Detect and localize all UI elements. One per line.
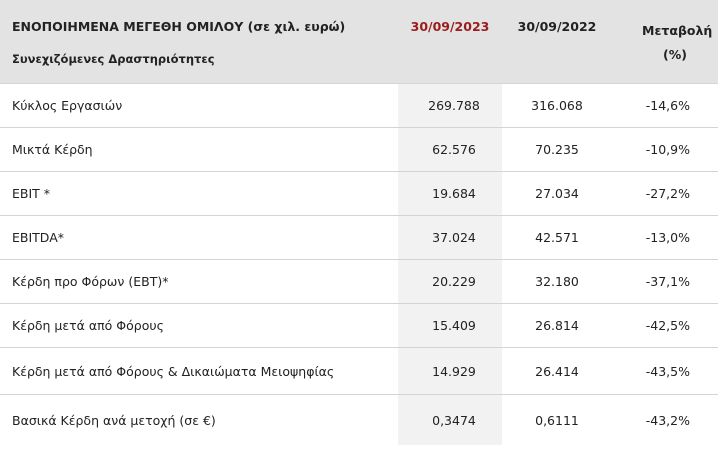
table-row: EBIT * 19.684 27.034 -27,2% [0, 171, 718, 216]
table-row: Κέρδη μετά από Φόρους & Δικαιώματα Μειοψ… [0, 347, 718, 395]
change: -27,2% [612, 171, 718, 216]
row-label: Κέρδη μετά από Φόρους & Δικαιώματα Μειοψ… [0, 347, 398, 395]
value-2023: 15.409 [398, 303, 502, 348]
value-2022: 32.180 [502, 259, 612, 304]
value-2022: 70.235 [502, 127, 612, 172]
header-cell: ΕΝΟΠΟΙΗΜΕΝΑ ΜΕΓΕΘΗ ΟΜΙΛΟΥ (σε χιλ. ευρώ)… [0, 0, 398, 84]
value-2023: 62.576 [398, 127, 502, 172]
change: -43,2% [645, 412, 690, 428]
header-cell: 30/09/2023 [398, 0, 502, 84]
table-row: Βασικά Κέρδη ανά μετοχή (σε €) 0,3474 0,61… [0, 394, 718, 445]
change: -37,1% [612, 259, 718, 304]
change: -13,0% [612, 215, 718, 260]
table-subtitle: Συνεχιζόμενες Δραστηριότητες [12, 52, 215, 66]
column-header: Μεταβολή (%) [642, 23, 713, 62]
column-header: 30/09/2023 [410, 19, 490, 34]
table-row: Μικτά Κέρδη 62.576 70.235 -10,9% [0, 127, 718, 172]
row-label: EBIT * [0, 171, 398, 216]
header-row: ΕΝΟΠΟΙΗΜΕΝΑ ΜΕΓΕΘΗ ΟΜΙΛΟΥ (σε χιλ. ευρώ)… [0, 0, 718, 84]
value-2023: 20.229 [398, 259, 502, 304]
row-label: Κέρδη μετά από Φόρους [0, 303, 398, 348]
row-label: Κέρδη προ Φόρων (EBT)* [0, 259, 398, 304]
row-label: Μικτά Κέρδη [0, 127, 398, 172]
row-label: EBITDA* [0, 215, 398, 260]
value-2022: 316.068 [502, 83, 612, 128]
table-row: Κέρδη μετά από Φόρους 15.409 26.814 -42,5% [0, 303, 718, 348]
header-cell: Μεταβολή (%) [612, 0, 718, 84]
value-2023: 37.024 [398, 215, 502, 260]
value-2022: 27.034 [502, 171, 612, 216]
table-header: ΕΝΟΠΟΙΗΜΕΝΑ ΜΕΓΕΘΗ ΟΜΙΛΟΥ (σε χιλ. ευρώ)… [0, 0, 718, 84]
column-header: 30/09/2022 [517, 19, 597, 34]
table-row: Κέρδη προ Φόρων (EBT)* 20.229 32.180 -37,1% [0, 259, 718, 304]
value-2023: 0,3474 [398, 394, 502, 445]
row-label: Βασικά Κέρδη ανά μετοχή (σε €) [12, 412, 216, 428]
change: -42,5% [612, 303, 718, 348]
header-cell: 30/09/2022 [502, 0, 612, 84]
change: -43,5% [612, 347, 718, 395]
change: -14,6% [612, 83, 718, 128]
value-2023: 269.788 [398, 83, 502, 128]
row-label: Κύκλος Εργασιών [0, 83, 398, 128]
value-2023: 19.684 [398, 171, 502, 216]
change: -10,9% [612, 127, 718, 172]
table-title: ΕΝΟΠΟΙΗΜΕΝΑ ΜΕΓΕΘΗ ΟΜΙΛΟΥ (σε χιλ. ευρώ) [12, 19, 346, 34]
value-2022: 42.571 [502, 215, 612, 260]
value-2022: 26.814 [502, 303, 612, 348]
value-2022: 26.414 [502, 347, 612, 395]
table-row: EBITDA* 37.024 42.571 -13,0% [0, 215, 718, 260]
table-row: Κύκλος Εργασιών 269.788 316.068 -14,6% [0, 83, 718, 128]
value-2022: 0,6111 [535, 412, 579, 428]
table-body: Κύκλος Εργασιών 269.788 316.068 -14,6% Μικτά… [0, 83, 718, 445]
value-2023: 14.929 [398, 347, 502, 395]
